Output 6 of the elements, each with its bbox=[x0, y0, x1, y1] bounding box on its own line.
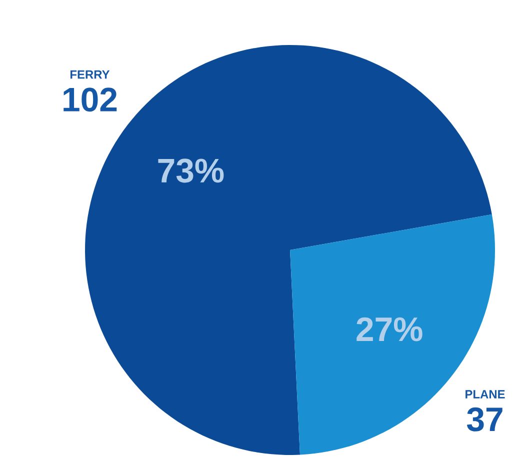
text: 37 bbox=[466, 407, 502, 432]
slice-label: FERRY bbox=[70, 70, 110, 79]
data-label: 27% bbox=[356, 317, 422, 342]
text: 102 bbox=[64, 88, 117, 112]
data-label: 73% bbox=[158, 158, 224, 183]
slice-label: PLANE bbox=[466, 390, 505, 398]
